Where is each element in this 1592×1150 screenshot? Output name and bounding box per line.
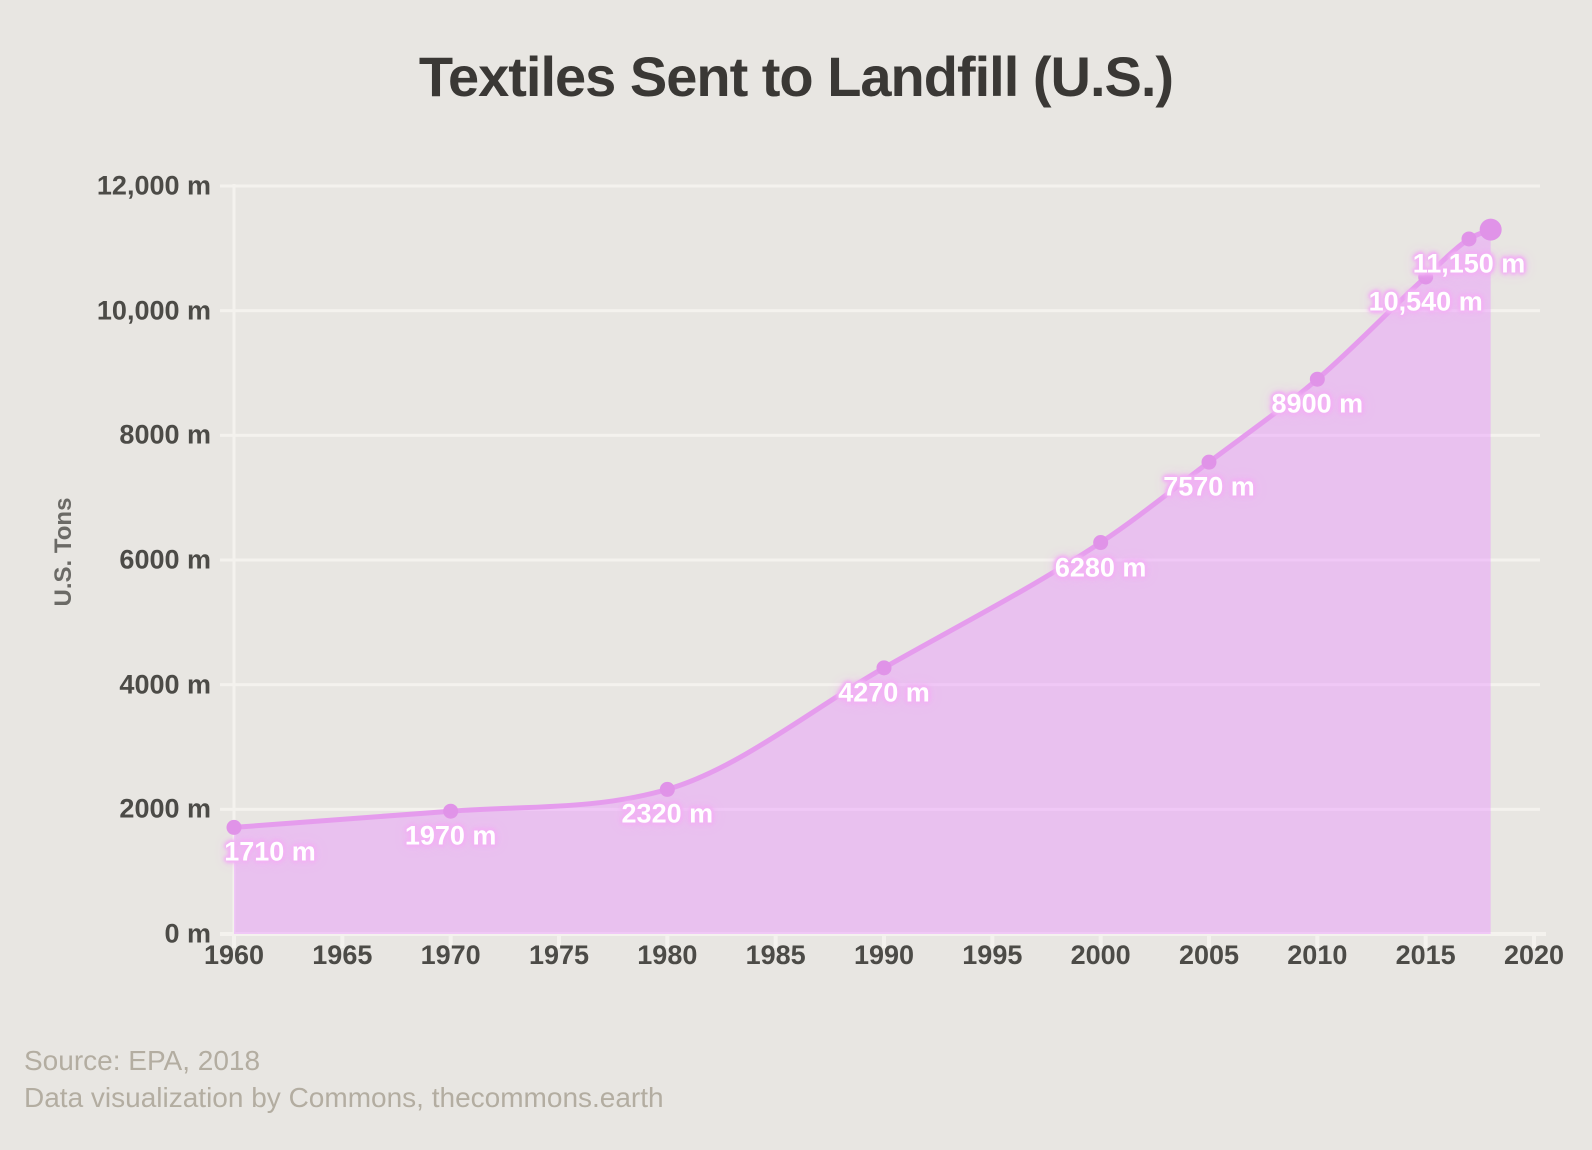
x-tick-label: 2010 [1287,940,1348,970]
source-attribution: Source: EPA, 2018 Data visualization by … [24,1042,664,1116]
credit-line: Data visualization by Commons, thecommon… [24,1082,664,1113]
y-tick-label: 4000 m [119,669,211,700]
data-point [443,803,459,819]
x-tick-label: 1975 [528,940,590,970]
data-point-label: 11,150 m [1412,248,1526,279]
x-tick-label: 1960 [203,940,265,970]
y-tick-label: 6000 m [119,544,211,575]
x-tick-label: 1995 [962,940,1023,970]
data-point-label: 6280 m [1054,552,1147,583]
data-point [226,819,242,835]
x-tick-label: 1985 [745,940,806,970]
data-point [659,781,675,797]
x-tick-label: 2020 [1503,940,1565,970]
series-line [231,227,1494,830]
data-point [1093,535,1109,551]
area-fill [234,229,1491,935]
data-point-label: 7570 m [1163,471,1255,502]
y-tick-label: 2000 m [119,793,211,824]
y-tick-label: 10,000 m [96,295,211,326]
x-tick-label: 1965 [312,940,373,970]
data-point [1461,231,1477,247]
x-tick-label: 1990 [853,940,915,970]
y-tick-label: 12,000 m [96,170,211,201]
data-point [1201,454,1217,470]
data-point [1309,371,1325,387]
data-point-label: 1970 m [404,820,497,851]
x-tick-label: 2000 [1070,940,1131,970]
x-tick-label: 2005 [1178,940,1240,970]
x-tick-label: 2015 [1395,940,1456,970]
source-line: Source: EPA, 2018 [24,1045,261,1076]
chart-title: Textiles Sent to Landfill (U.S.) [418,45,1174,108]
data-point-label: 1710 m [224,836,316,867]
data-point [1479,218,1502,241]
y-tick-label: 8000 m [119,419,211,450]
data-point [1418,269,1434,285]
y-tick-label: 0 m [164,918,211,949]
x-tick-label: 1980 [637,940,698,970]
data-point-label: 8900 m [1271,388,1364,419]
data-point-label: 4270 m [838,677,930,708]
data-point [876,660,892,676]
x-tick-label: 1970 [420,940,481,970]
data-point-label: 2320 m [621,798,714,829]
data-point-label: 10,540 m [1368,286,1483,317]
